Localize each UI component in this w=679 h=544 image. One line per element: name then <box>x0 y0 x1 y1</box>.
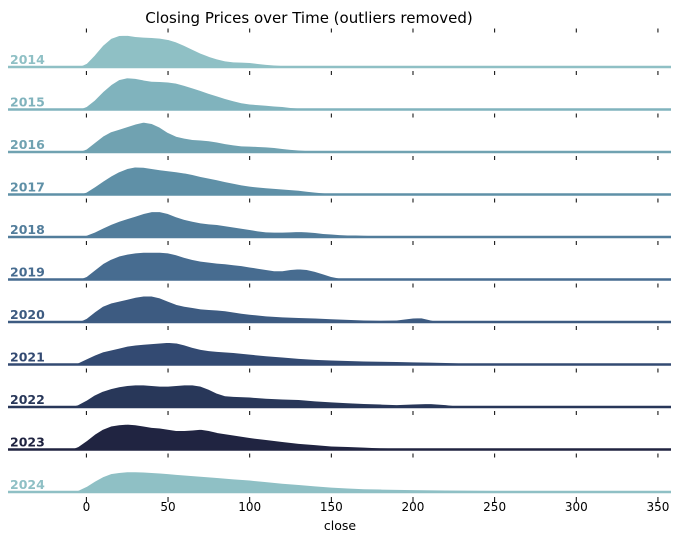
density-area-2020 <box>77 295 447 323</box>
ridge-label-2015: 2015 <box>10 95 45 110</box>
density-area-2023 <box>69 423 463 451</box>
x-axis: 0 50 100 150 200 250 300 350 <box>83 28 669 514</box>
density-area-2017 <box>77 165 365 196</box>
x-axis-label: close <box>324 518 357 533</box>
density-area-2022 <box>69 383 480 408</box>
ridge-label-2020: 2020 <box>10 307 45 322</box>
ridge-2023: 2023 <box>8 423 671 451</box>
ridge-2016: 2016 <box>8 121 671 154</box>
density-area-2021 <box>69 341 529 366</box>
x-tick-label-100: 100 <box>238 500 261 514</box>
x-tick-label-250: 250 <box>483 500 506 514</box>
ridge-2022: 2022 <box>8 383 671 409</box>
ridge-2017: 2017 <box>8 165 671 196</box>
ridge-label-2021: 2021 <box>10 350 45 365</box>
density-area-2015 <box>77 76 333 111</box>
ridge-label-2016: 2016 <box>10 137 45 152</box>
density-area-2024 <box>69 470 578 493</box>
ridge-2021: 2021 <box>8 341 671 366</box>
ridge-label-2014: 2014 <box>10 52 45 67</box>
density-area-2019 <box>77 251 382 281</box>
x-tick-label-50: 50 <box>160 500 175 514</box>
x-tick-label-150: 150 <box>320 500 343 514</box>
ridge-2014: 2014 <box>8 34 671 69</box>
ridge-label-2018: 2018 <box>10 222 45 237</box>
x-tick-label-0: 0 <box>83 500 91 514</box>
ridge-label-2019: 2019 <box>10 265 45 280</box>
ridges-group: 2014 2015 2016 2017 2018 2019 2020 2021 2022 2023… <box>8 34 671 494</box>
ridge-2024: 2024 <box>8 470 671 494</box>
ridge-label-2022: 2022 <box>10 392 45 407</box>
ridge-label-2024: 2024 <box>10 477 45 492</box>
ridge-2015: 2015 <box>8 76 671 111</box>
density-area-2018 <box>77 210 455 238</box>
x-tick-label-200: 200 <box>402 500 425 514</box>
x-tick-label-300: 300 <box>565 500 588 514</box>
ridge-label-2017: 2017 <box>10 180 45 195</box>
chart-title: Closing Prices over Time (outliers remov… <box>145 9 473 27</box>
x-tick-label-350: 350 <box>646 500 669 514</box>
ridge-2019: 2019 <box>8 251 671 281</box>
ridge-2020: 2020 <box>8 295 671 324</box>
ridge-label-2023: 2023 <box>10 435 45 450</box>
density-area-2016 <box>77 121 365 153</box>
density-area-2014 <box>77 34 300 68</box>
ridge-2018: 2018 <box>8 210 671 239</box>
